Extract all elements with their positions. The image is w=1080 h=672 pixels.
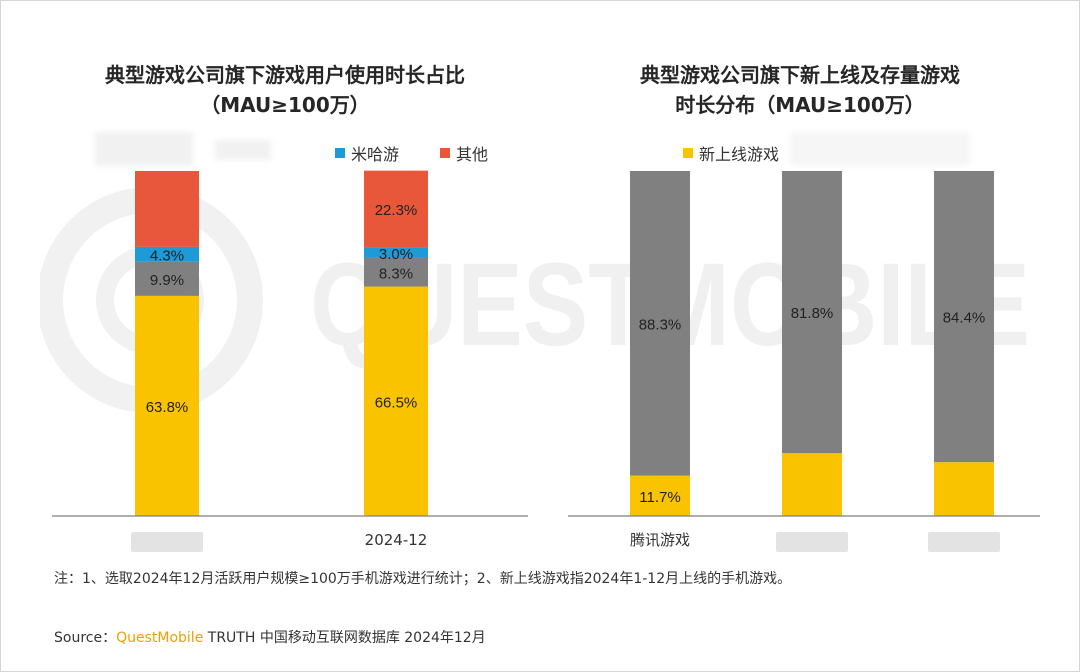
right-chart-subtitle: 时长分布（MAU≥100万） [675, 93, 925, 117]
source-prefix: Source： [54, 630, 117, 646]
data-label-c0-s3-k1: 22.3% [375, 202, 418, 219]
legend-swatch-blue [335, 148, 345, 158]
bar-segment-c1-s0-k1 [782, 453, 842, 516]
data-label-c0-s1-k1: 8.3% [379, 265, 413, 282]
data-label-c0-s2-k0: 4.3% [150, 247, 184, 264]
bar-segment-c0-s2-k0 [135, 246, 199, 262]
data-label-c0-s0-k1: 66.5% [375, 394, 418, 411]
left-chart-title: 典型游戏公司旗下游戏用户使用时长占比 （MAU≥100万） [40, 60, 530, 120]
bar-segment-c0-s1-k1 [364, 257, 428, 287]
blurred-legend-item [215, 140, 271, 160]
legend-label-new-games: 新上线游戏 [699, 145, 780, 164]
bar-segment-c1-s1-k2 [934, 171, 994, 463]
bar-segment-c0-s1-k0 [135, 261, 199, 296]
source-brand: QuestMobile [116, 630, 204, 646]
category-label-c1-k0: 腾讯游戏 [630, 531, 690, 549]
legend-swatch-red [440, 148, 450, 158]
bar-segment-c1-s1-k0 [630, 171, 690, 476]
blurred-category-label-c1-k1 [776, 532, 848, 552]
legend-item-new-games: 新上线游戏 [683, 141, 779, 165]
bar-segment-c1-s1-k1 [782, 171, 842, 454]
bar-segment-c1-s0-k2 [934, 462, 994, 516]
bar-segment-c0-s0-k0 [135, 295, 199, 516]
legend-label-other: 其他 [456, 145, 489, 164]
source-line: Source：QuestMobile TRUTH 中国移动互联网数据库 2024… [54, 627, 486, 647]
blurred-category-label-c1-k2 [928, 532, 1000, 552]
bar-segment-c0-s3-k1 [364, 170, 428, 248]
category-label-c0-k1: 2024-12 [365, 531, 428, 549]
bar-segment-c0-s3-k0 [135, 171, 199, 247]
bar-segment-c1-s0-k0 [630, 475, 690, 516]
legend-swatch-yellow [683, 148, 693, 158]
data-label-c0-s1-k0: 9.9% [150, 272, 184, 289]
bar-segment-c0-s0-k1 [364, 286, 428, 516]
data-label-c1-s0-k0: 11.7% [639, 489, 680, 506]
data-label-c1-s1-k1: 81.8% [791, 305, 834, 322]
footnote: 注：1、选取2024年12月活跃用户规模≥100万手机游戏进行统计；2、新上线游… [54, 571, 792, 587]
legend-label-mihoyo: 米哈游 [351, 145, 400, 164]
data-label-c0-s0-k0: 63.8% [146, 399, 189, 416]
blurred-category-label-c0-k0 [131, 532, 203, 552]
bar-segment-c0-s2-k1 [364, 247, 428, 258]
source-rest: TRUTH 中国移动互联网数据库 2024年12月 [203, 630, 486, 646]
legend-item-other: 其他 [440, 141, 488, 165]
data-label-c1-s1-k2: 84.4% [943, 310, 986, 327]
blurred-legend-area-right [790, 132, 970, 166]
right-chart-title-line1: 典型游戏公司旗下新上线及存量游戏 [640, 63, 960, 87]
right-chart-title: 典型游戏公司旗下新上线及存量游戏 时长分布（MAU≥100万） [555, 60, 1045, 120]
data-label-c1-s1-k0: 88.3% [639, 316, 682, 333]
legend-item-mihoyo: 米哈游 [335, 141, 399, 165]
left-chart-title-line1: 典型游戏公司旗下游戏用户使用时长占比 [105, 63, 465, 87]
left-chart-subtitle: （MAU≥100万） [200, 93, 370, 117]
blurred-legend-area [95, 132, 193, 166]
data-label-c0-s2-k1: 3.0% [379, 246, 413, 263]
